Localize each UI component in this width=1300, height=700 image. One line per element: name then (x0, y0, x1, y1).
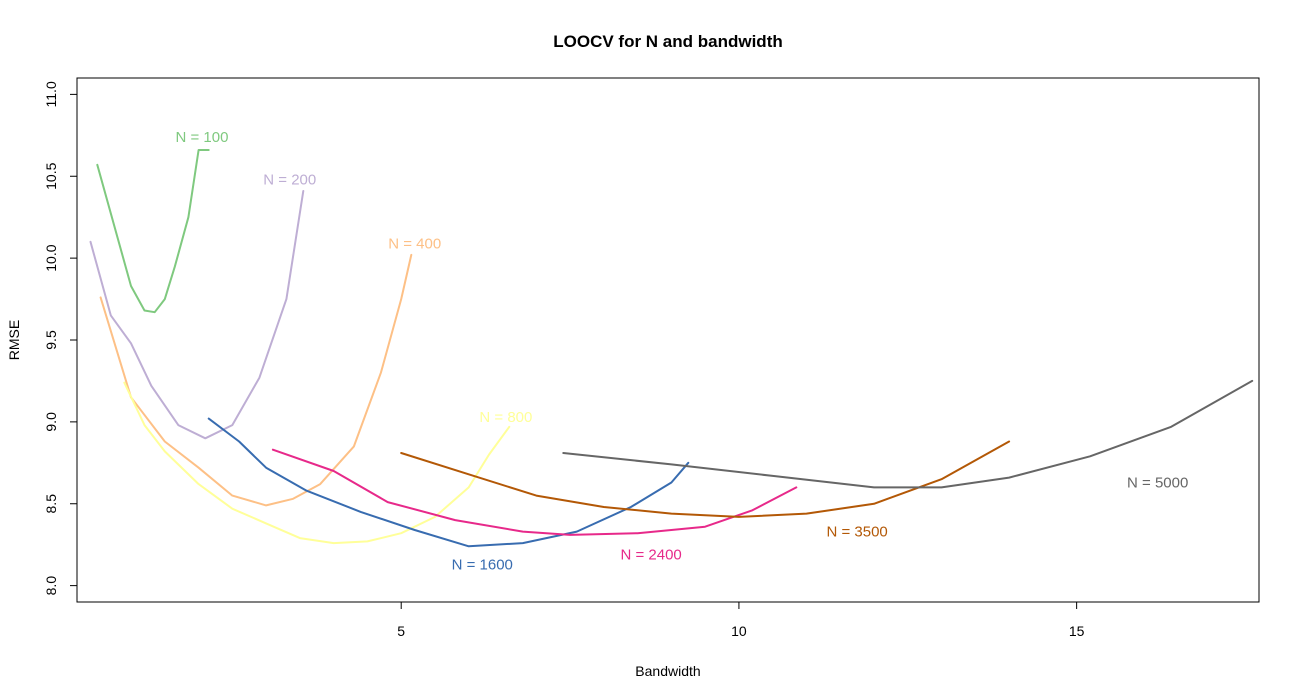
x-tick-label: 10 (731, 623, 747, 639)
y-tick-label: 8.0 (43, 576, 59, 596)
chart-title: LOOCV for N and bandwidth (553, 32, 782, 51)
series-label: N = 100 (175, 129, 228, 146)
y-tick-label: 10.5 (43, 162, 59, 189)
series-line (123, 381, 511, 545)
y-axis-label: RMSE (6, 320, 22, 360)
x-axis: 5 10 15 (397, 601, 1085, 639)
x-axis-label: Bandwidth (635, 663, 700, 679)
y-tick-label: 9.0 (43, 412, 59, 432)
series-label: N = 2400 (620, 547, 681, 564)
x-tick-label: 15 (1069, 623, 1085, 639)
series-line (207, 417, 690, 548)
series-label: N = 1600 (452, 556, 513, 573)
series-line (99, 253, 413, 507)
series-line (96, 149, 210, 314)
y-tick-label: 10.0 (43, 244, 59, 271)
plot-frame (76, 77, 1260, 603)
series-label: N = 200 (263, 172, 316, 189)
series-label: N = 400 (388, 235, 441, 252)
series-line (562, 379, 1254, 489)
series-lines (89, 149, 1254, 548)
x-tick-label: 5 (397, 623, 405, 639)
series-label: N = 5000 (1127, 474, 1188, 491)
y-tick-label: 11.0 (43, 81, 59, 107)
series-label: N = 800 (479, 409, 532, 426)
series-label: N = 3500 (826, 524, 887, 541)
y-tick-label: 9.5 (43, 330, 59, 350)
series-labels: N = 100 N = 200 N = 400 N = 800 N = 1600 N = … (175, 129, 1188, 573)
series-line (400, 440, 1011, 518)
series-line (271, 448, 798, 536)
y-tick-label: 8.5 (43, 494, 59, 514)
series-line (89, 190, 305, 440)
y-axis: 8.0 8.5 9.0 9.5 10.0 10.5 11.0 (43, 81, 78, 596)
